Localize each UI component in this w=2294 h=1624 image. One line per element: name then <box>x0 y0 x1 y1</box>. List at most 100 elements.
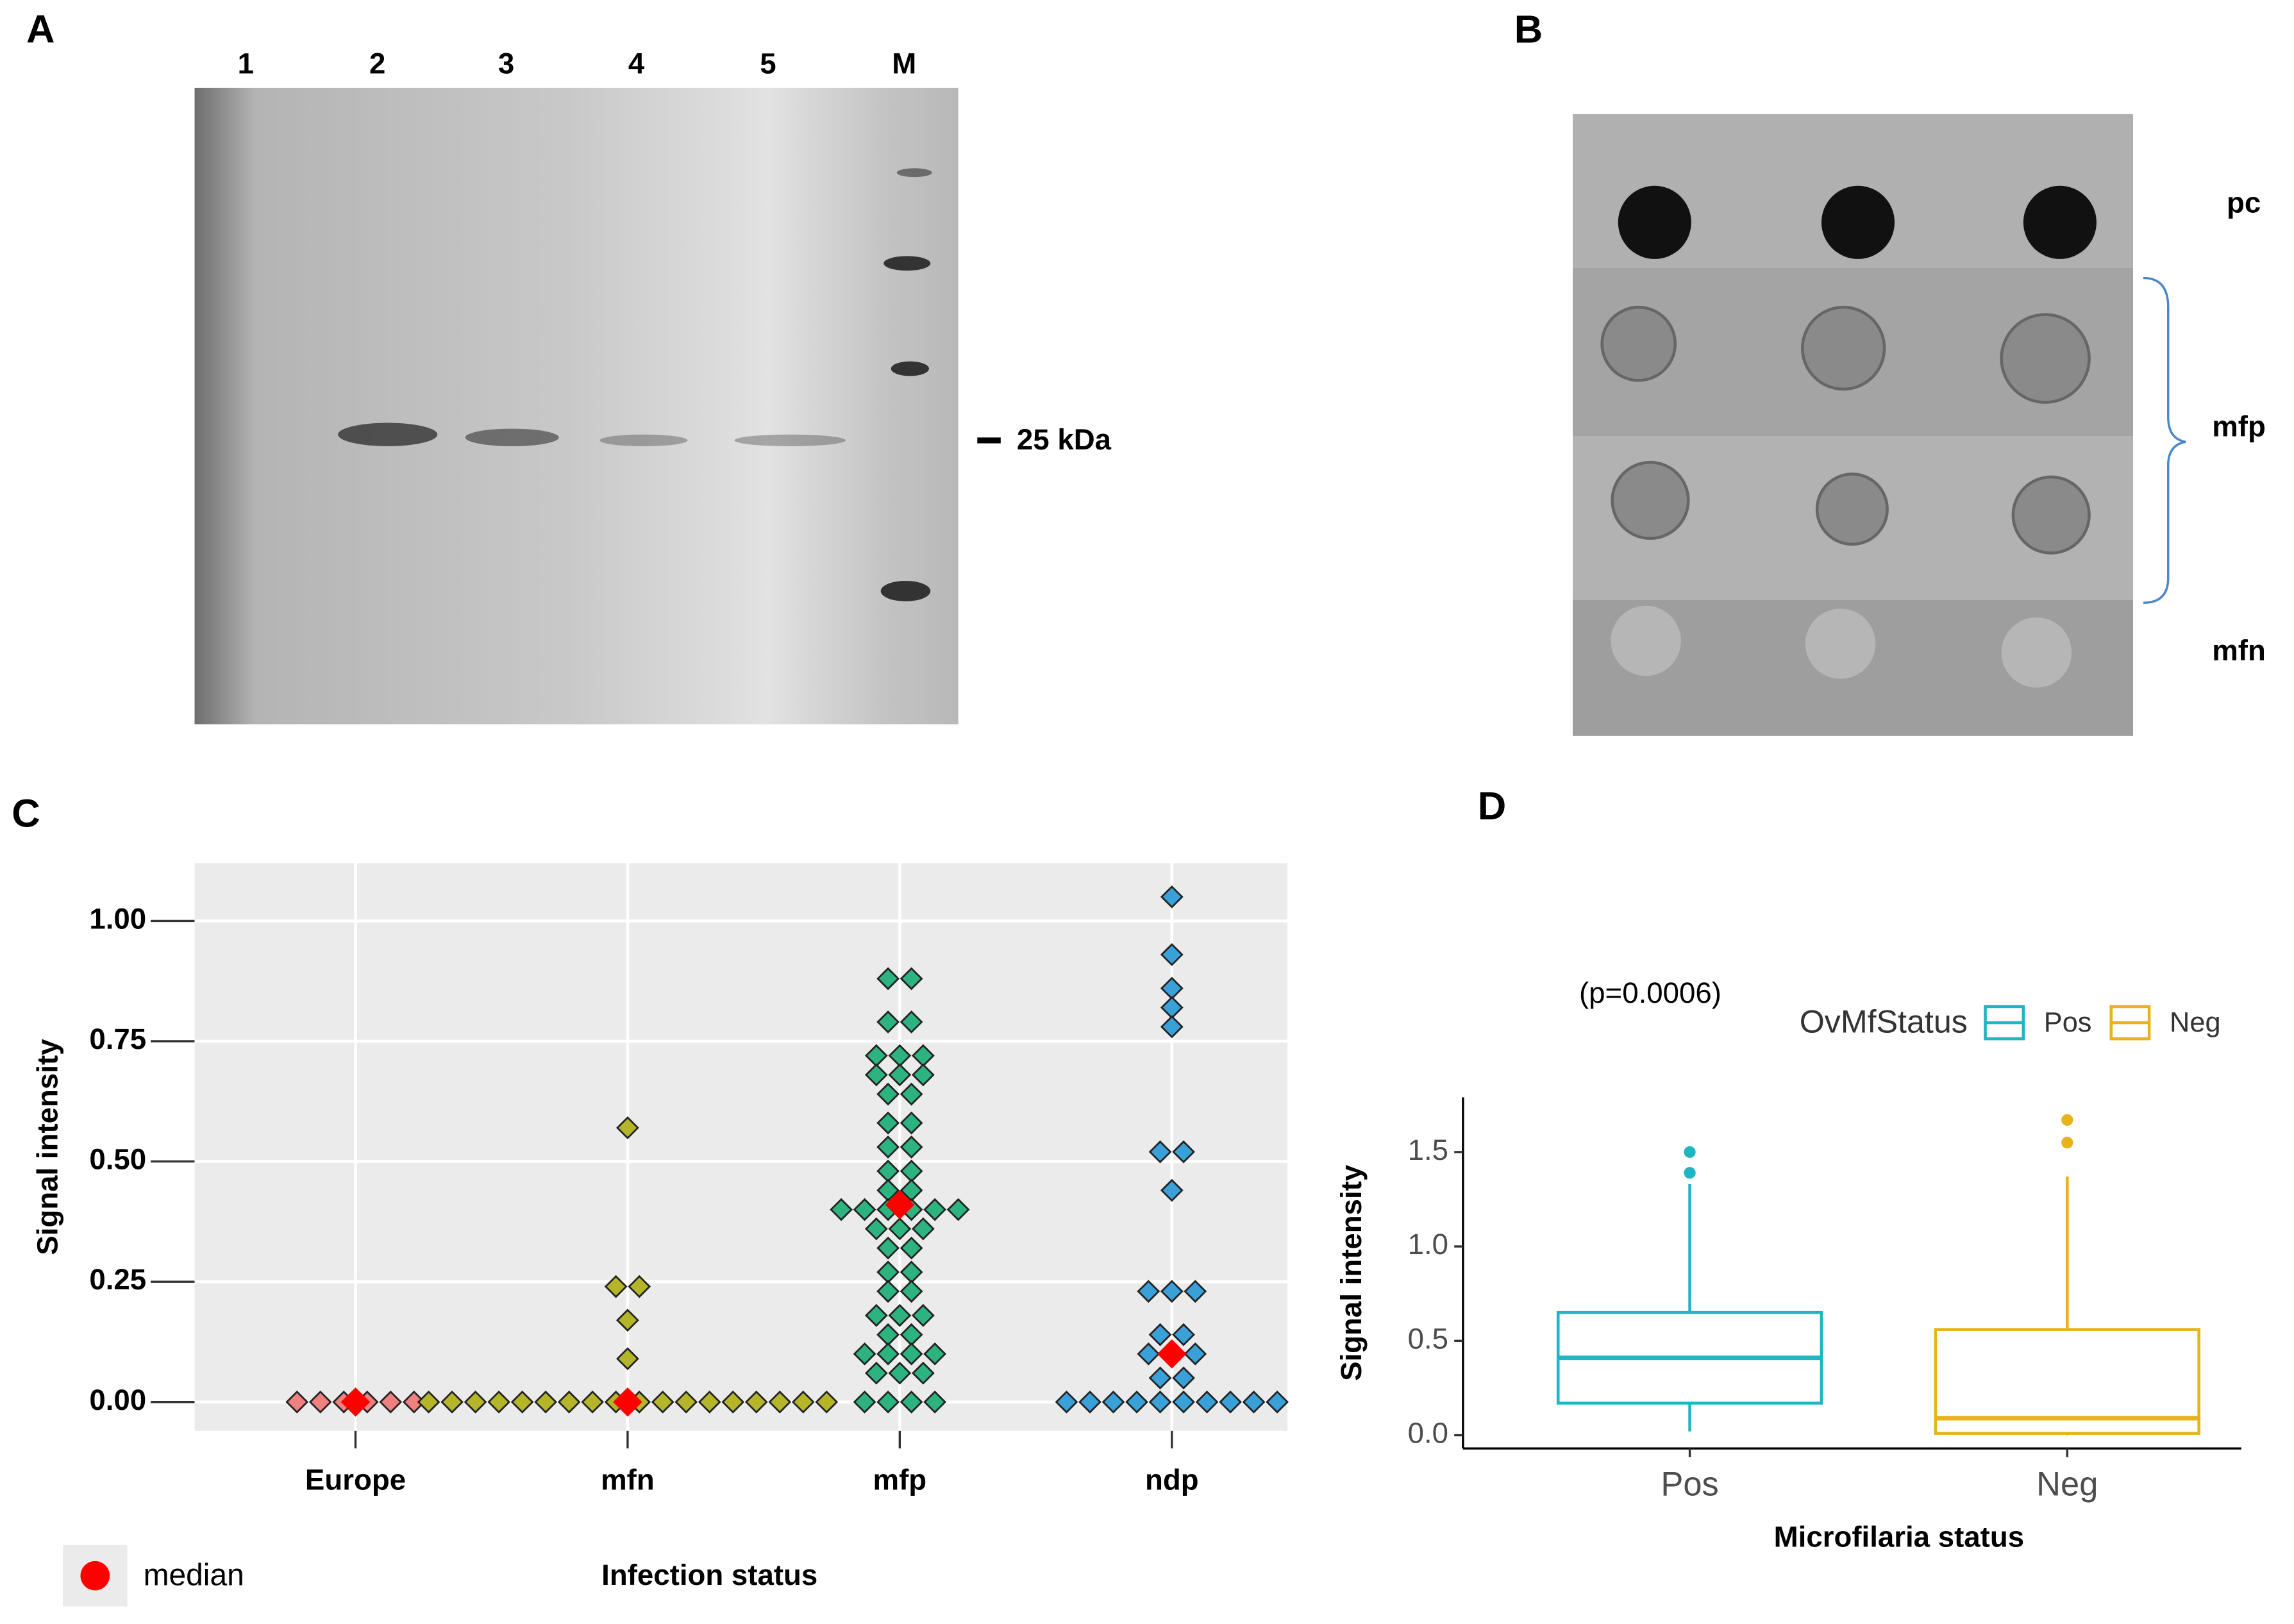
data-point <box>923 1342 947 1366</box>
data-point <box>628 1275 651 1298</box>
data-point <box>900 1342 923 1366</box>
data-point <box>285 1390 309 1414</box>
data-point <box>853 1390 876 1414</box>
data-point <box>946 1198 970 1221</box>
legend-marker <box>80 1561 110 1591</box>
data-point <box>1148 1390 1172 1414</box>
median-point <box>1157 1339 1187 1369</box>
lane-label: 4 <box>628 47 645 80</box>
data-point <box>616 1347 639 1371</box>
data-point <box>876 967 900 991</box>
data-point <box>888 1063 912 1087</box>
data-point <box>616 1116 639 1139</box>
outlier <box>1684 1167 1696 1179</box>
data-point <box>1172 1366 1195 1390</box>
legend-title: OvMfStatus <box>1800 1004 1968 1040</box>
y-tick-label: 0.00 <box>89 1384 146 1416</box>
data-point <box>876 1010 900 1034</box>
data-point <box>911 1217 935 1241</box>
gel-image <box>194 87 959 724</box>
data-point <box>853 1198 876 1221</box>
data-point <box>876 1082 900 1106</box>
median-point <box>340 1387 371 1417</box>
data-point <box>923 1198 947 1221</box>
x-tick-label: Pos <box>1661 1465 1718 1503</box>
data-point <box>876 1390 900 1414</box>
data-point <box>911 1303 935 1327</box>
data-point <box>557 1390 581 1414</box>
data-point <box>1160 885 1184 908</box>
row-label: pc <box>2227 187 2261 219</box>
data-point <box>888 1217 912 1241</box>
box <box>1934 1328 2200 1435</box>
data-point <box>1172 1323 1195 1346</box>
data-point <box>1160 1178 1184 1202</box>
data-point <box>1055 1390 1078 1414</box>
panel-label: B <box>1514 7 1543 51</box>
data-point <box>853 1342 876 1366</box>
data-point <box>1242 1390 1266 1414</box>
x-tick-label: mfn <box>601 1464 655 1496</box>
data-point <box>674 1390 698 1414</box>
y-axis-label: Signal intensity <box>1335 1164 1368 1381</box>
data-point <box>876 1135 900 1159</box>
legend-label: median <box>144 1559 244 1593</box>
blot-image <box>1573 113 2133 736</box>
x-tick-label: Europe <box>305 1464 406 1496</box>
data-point <box>616 1309 639 1332</box>
y-tick-label: 0.75 <box>89 1023 146 1055</box>
data-point <box>1172 1390 1195 1414</box>
data-point <box>864 1063 888 1087</box>
y-tick-label: 1.00 <box>89 902 146 935</box>
data-point <box>900 1135 923 1159</box>
data-point <box>864 1303 888 1327</box>
data-point <box>1148 1366 1172 1390</box>
x-axis-label: Infection status <box>601 1559 817 1591</box>
data-point <box>911 1361 935 1385</box>
data-point <box>510 1390 534 1414</box>
lane-label: 5 <box>760 47 776 80</box>
data-point <box>1184 1280 1207 1303</box>
y-tick-label: 1.0 <box>1408 1228 1448 1260</box>
lane-label: M <box>892 47 916 80</box>
y-tick-label: 0.0 <box>1408 1417 1448 1450</box>
data-point <box>651 1390 674 1414</box>
data-point <box>1148 1323 1172 1346</box>
lane-label: 1 <box>238 47 254 80</box>
legend-label: Neg <box>2170 1007 2221 1038</box>
lane-label: 3 <box>498 47 514 80</box>
data-point <box>1160 1015 1184 1039</box>
data-point <box>830 1198 853 1221</box>
data-point <box>1160 1280 1184 1303</box>
data-point <box>876 1280 900 1303</box>
data-point <box>900 1280 923 1303</box>
data-point <box>864 1217 888 1241</box>
gel-bands <box>338 168 932 601</box>
data-point <box>1160 943 1184 966</box>
data-point <box>1219 1390 1242 1414</box>
y-tick-label: 1.5 <box>1408 1134 1448 1166</box>
data-point <box>900 1390 923 1414</box>
data-point <box>721 1390 745 1414</box>
legend-label: Pos <box>2044 1007 2092 1038</box>
y-tick-label: 0.5 <box>1408 1322 1448 1355</box>
data-point <box>1172 1140 1195 1164</box>
data-point <box>876 1342 900 1366</box>
data-point <box>1101 1390 1125 1414</box>
outlier <box>1684 1146 1696 1159</box>
y-axis-label: Signal intensity <box>31 1039 64 1255</box>
data-point <box>768 1390 792 1414</box>
data-point <box>487 1390 511 1414</box>
data-point <box>464 1390 487 1414</box>
x-tick-label: mfp <box>873 1464 927 1496</box>
data-point <box>900 967 923 991</box>
data-point <box>440 1390 464 1414</box>
x-tick-label: ndp <box>1145 1464 1199 1496</box>
data-point <box>698 1390 721 1414</box>
data-point <box>1184 1342 1207 1366</box>
data-point <box>581 1390 605 1414</box>
data-point <box>888 1361 912 1385</box>
data-point <box>1125 1390 1148 1414</box>
panel-label: D <box>1478 784 1506 828</box>
